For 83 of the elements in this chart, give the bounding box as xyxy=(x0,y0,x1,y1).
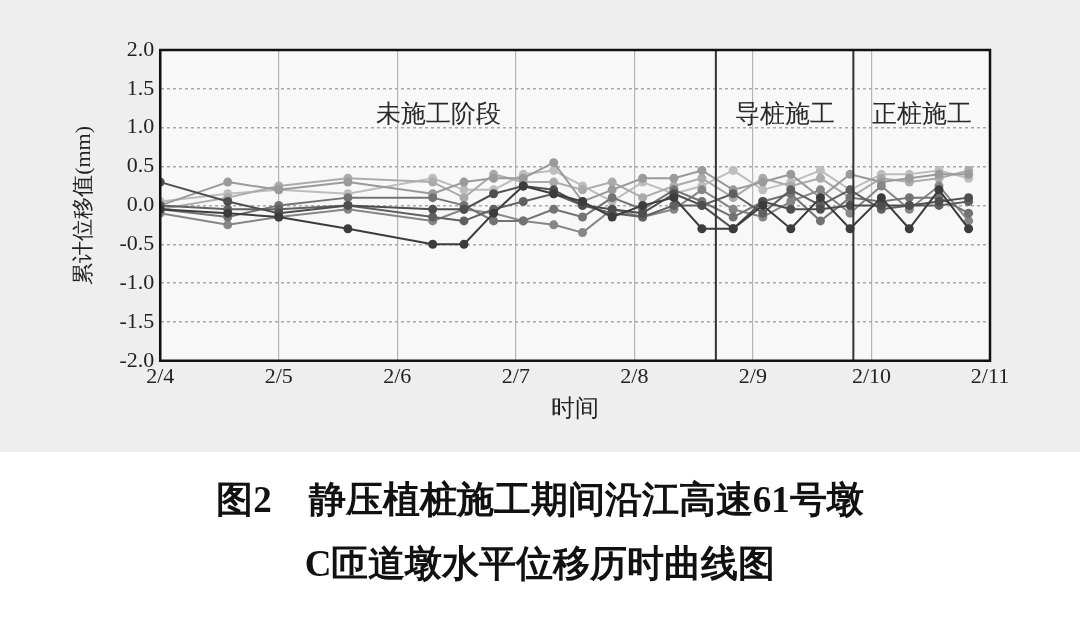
point xyxy=(669,193,679,203)
point xyxy=(904,224,914,234)
point xyxy=(786,197,796,207)
point xyxy=(489,173,499,183)
point xyxy=(758,208,768,218)
point xyxy=(876,181,886,191)
annotation: 正桩施工 xyxy=(871,99,972,127)
point xyxy=(607,185,617,195)
point xyxy=(697,185,707,195)
point xyxy=(607,177,617,187)
y-tick-label: -1.5 xyxy=(119,307,155,333)
text: 图2 静压植桩施工期间沿江高速61号墩 C匝道墩水平位移历时曲线图 xyxy=(215,478,865,586)
x-tick-label: 2/6 xyxy=(383,362,412,388)
point xyxy=(549,177,559,187)
point xyxy=(607,193,617,203)
y-tick-label: 2.0 xyxy=(126,35,155,61)
point xyxy=(728,165,738,175)
point xyxy=(728,212,738,222)
y-tick-label: -1.0 xyxy=(119,268,155,294)
point xyxy=(578,185,588,195)
point xyxy=(669,200,679,210)
annotation: 导桩施工 xyxy=(734,99,835,127)
point xyxy=(815,173,825,183)
point xyxy=(549,220,559,230)
point xyxy=(934,185,944,195)
point xyxy=(578,228,588,238)
point xyxy=(669,173,679,183)
annotation: 未施工阶段 xyxy=(375,99,501,127)
point xyxy=(728,204,738,214)
point xyxy=(549,158,559,168)
point xyxy=(428,177,438,187)
point xyxy=(459,193,469,203)
point xyxy=(459,239,469,249)
point xyxy=(638,193,648,203)
x-tick-label: 2/5 xyxy=(264,362,293,388)
point xyxy=(428,193,438,203)
point xyxy=(728,189,738,199)
point xyxy=(758,177,768,187)
y-tick-label: 0.5 xyxy=(126,152,155,178)
y-tick-label: 1.0 xyxy=(126,113,155,139)
point xyxy=(428,239,438,249)
point xyxy=(964,169,974,179)
point xyxy=(934,169,944,179)
point xyxy=(815,165,825,175)
x-tick-label: 2/9 xyxy=(738,362,767,388)
point xyxy=(697,224,707,234)
point xyxy=(518,197,528,207)
y-axis-title: 累计位移值(mm) xyxy=(69,125,95,285)
y-tick-label: 1.5 xyxy=(126,74,155,100)
point xyxy=(786,169,796,179)
point xyxy=(964,208,974,218)
point xyxy=(428,204,438,214)
point xyxy=(489,216,499,226)
point xyxy=(459,177,469,187)
x-tick-label: 2/11 xyxy=(970,362,1010,388)
point xyxy=(697,173,707,183)
x-axis-title: 时间 xyxy=(551,394,600,421)
point xyxy=(876,193,886,203)
point xyxy=(786,204,796,214)
point xyxy=(638,173,648,183)
point xyxy=(815,204,825,214)
point xyxy=(489,189,499,199)
point xyxy=(758,185,768,195)
point xyxy=(815,185,825,195)
point xyxy=(607,212,617,222)
point xyxy=(459,216,469,226)
x-tick-label: 2/7 xyxy=(501,362,530,388)
point xyxy=(904,193,914,203)
point xyxy=(904,173,914,183)
point xyxy=(964,193,974,203)
point xyxy=(815,216,825,226)
point xyxy=(786,224,796,234)
point xyxy=(428,212,438,222)
point xyxy=(786,185,796,195)
y-tick-label: 0.0 xyxy=(126,191,155,217)
y-tick-label: -0.5 xyxy=(119,230,155,256)
x-tick-label: 2/8 xyxy=(620,362,649,388)
point xyxy=(549,204,559,214)
point xyxy=(697,165,707,175)
point xyxy=(964,224,974,234)
point xyxy=(578,212,588,222)
point xyxy=(876,200,886,210)
x-tick-label: 2/10 xyxy=(851,362,892,388)
